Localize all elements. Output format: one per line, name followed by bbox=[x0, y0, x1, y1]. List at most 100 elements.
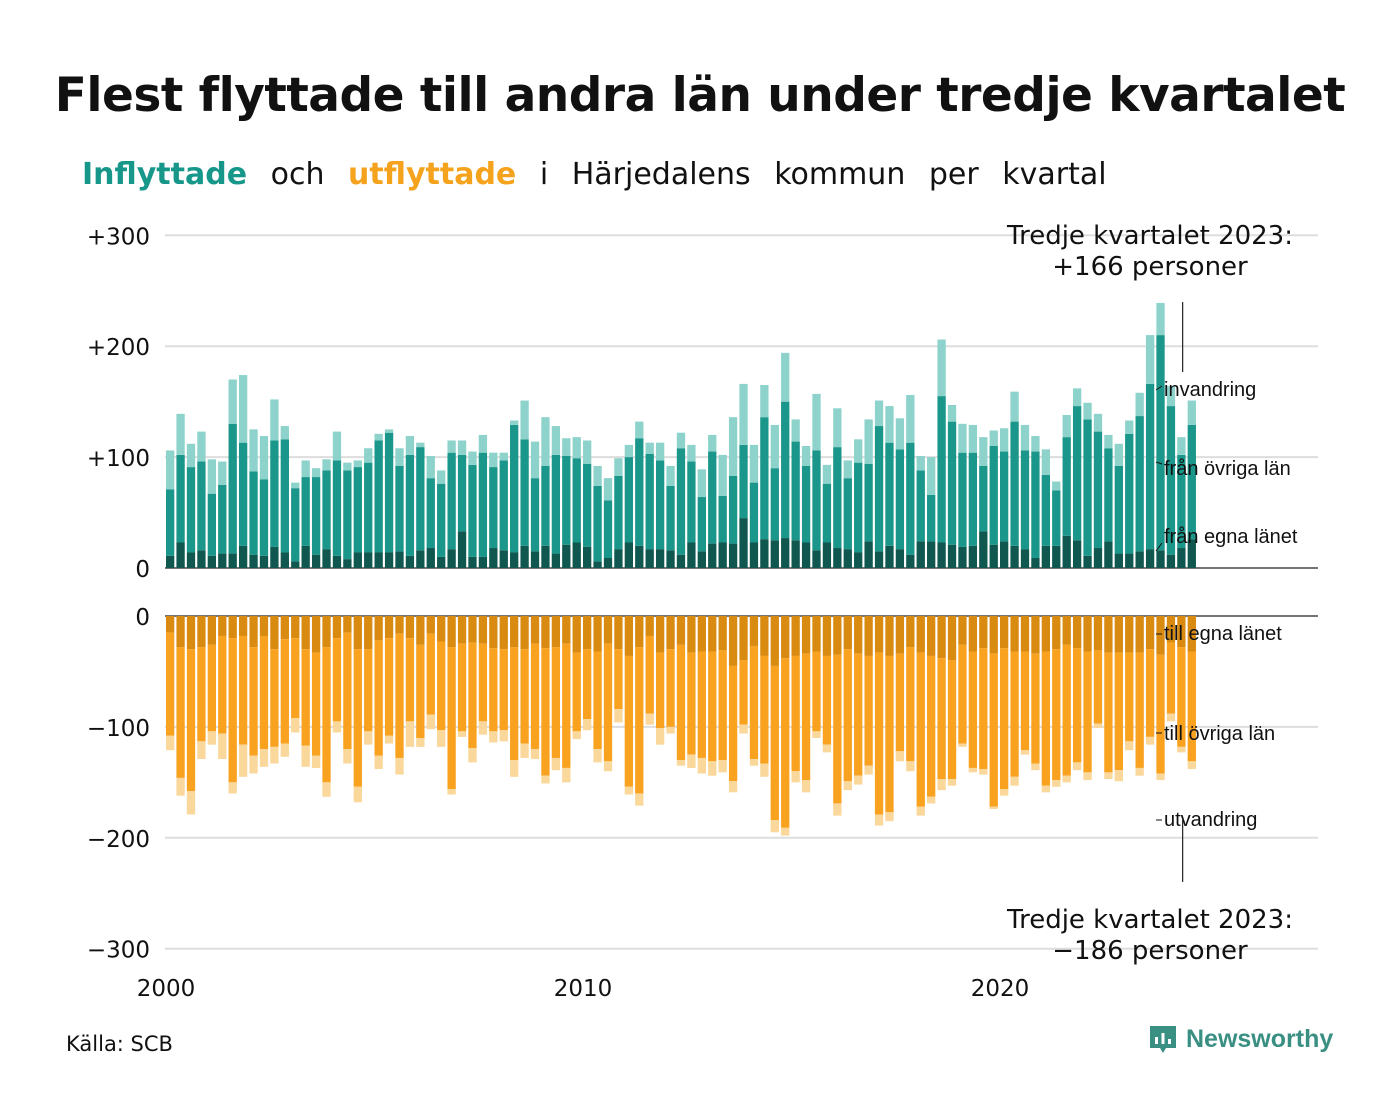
bar-in-segment bbox=[562, 544, 571, 568]
bar-in-segment bbox=[520, 545, 529, 568]
bar-in-segment bbox=[1135, 416, 1144, 552]
bar-in-segment bbox=[551, 454, 561, 554]
bar-in-segment bbox=[437, 483, 446, 557]
bar-in-segment bbox=[906, 394, 915, 443]
bar-out-segment bbox=[843, 649, 852, 782]
bar-in-segment bbox=[801, 542, 811, 568]
bar-in-segment bbox=[426, 478, 435, 549]
bar-out-segment bbox=[270, 649, 279, 747]
bar-in-segment bbox=[979, 531, 988, 568]
bar-out-segment bbox=[447, 647, 456, 790]
bar-out-segment bbox=[520, 616, 529, 650]
bar-out-segment bbox=[1125, 652, 1134, 742]
bar-in-segment bbox=[270, 440, 279, 547]
bar-out-segment bbox=[364, 616, 373, 650]
bar-out-segment bbox=[989, 653, 998, 807]
bar-in-segment bbox=[1125, 433, 1134, 554]
bar-in-segment bbox=[1156, 302, 1165, 336]
bar-out-segment bbox=[311, 755, 321, 768]
bar-out-segment bbox=[687, 652, 696, 755]
bar-in-segment bbox=[551, 426, 561, 455]
bar-out-segment bbox=[1020, 651, 1030, 751]
bar-in-segment bbox=[426, 548, 435, 568]
bar-out-segment bbox=[603, 761, 613, 772]
bar-in-segment bbox=[311, 468, 321, 478]
bar-in-segment bbox=[614, 475, 623, 550]
bar-in-segment bbox=[655, 549, 665, 568]
bar-out-segment bbox=[728, 616, 738, 666]
bar-in-segment bbox=[1083, 555, 1092, 568]
bar-out-segment bbox=[395, 757, 404, 775]
bar-in-segment bbox=[687, 444, 696, 462]
brand-logo-block: Newsworthy bbox=[1148, 1024, 1333, 1054]
bar-in-segment bbox=[676, 554, 686, 568]
bar-in-segment bbox=[718, 495, 727, 543]
bar-out-segment bbox=[760, 763, 769, 777]
bar-out-segment bbox=[739, 724, 748, 734]
bar-in-segment bbox=[1156, 335, 1165, 551]
bar-out-segment bbox=[822, 744, 832, 753]
bar-in-segment bbox=[645, 453, 654, 550]
bar-out-segment bbox=[437, 641, 446, 731]
bar-in-segment bbox=[1145, 335, 1155, 384]
bar-in-segment bbox=[979, 465, 988, 532]
bar-in-segment bbox=[395, 448, 404, 466]
bar-in-segment bbox=[572, 437, 581, 459]
bar-in-segment bbox=[426, 455, 435, 479]
source-label: Källa: SCB bbox=[66, 1032, 173, 1056]
bar-out-segment bbox=[885, 616, 894, 656]
bar-in-segment bbox=[176, 542, 185, 568]
bar-in-segment bbox=[854, 439, 863, 463]
bar-out-segment bbox=[968, 651, 978, 768]
chart-subtitle: Inflyttade och utflyttade i Härjedalens … bbox=[82, 157, 1121, 192]
bar-out-segment bbox=[197, 647, 206, 742]
bar-out-segment bbox=[1031, 653, 1040, 764]
bar-in-segment bbox=[489, 467, 498, 549]
bar-in-segment bbox=[197, 550, 206, 568]
bar-out-segment bbox=[812, 616, 821, 652]
bar-in-segment bbox=[416, 442, 425, 448]
bar-out-segment bbox=[927, 655, 936, 797]
bar-out-segment bbox=[510, 647, 519, 761]
y-tick-label-top: 0 bbox=[135, 557, 150, 583]
bar-out-segment bbox=[968, 616, 978, 652]
bar-out-segment bbox=[770, 820, 779, 833]
bar-out-segment bbox=[916, 806, 925, 816]
bar-out-segment bbox=[249, 616, 258, 648]
bar-in-segment bbox=[822, 483, 832, 543]
bar-out-segment bbox=[197, 616, 206, 648]
bar-out-segment bbox=[562, 643, 571, 768]
bar-out-segment bbox=[457, 643, 467, 732]
bar-out-segment bbox=[1187, 761, 1196, 770]
bar-out-segment bbox=[958, 644, 967, 744]
bar-in-segment bbox=[676, 432, 686, 449]
bar-in-segment bbox=[238, 375, 248, 443]
bar-out-segment bbox=[749, 616, 759, 646]
bar-out-segment bbox=[551, 757, 561, 771]
bar-in-segment bbox=[1166, 554, 1176, 568]
bar-out-segment bbox=[1010, 616, 1019, 652]
bar-in-segment bbox=[311, 477, 321, 555]
bar-out-segment bbox=[530, 643, 540, 750]
bar-out-segment bbox=[374, 616, 383, 641]
bar-in-segment bbox=[489, 452, 498, 468]
bar-out-segment bbox=[1114, 770, 1123, 782]
bar-out-segment bbox=[916, 652, 925, 807]
bar-out-segment bbox=[791, 655, 800, 772]
bar-in-segment bbox=[812, 450, 821, 551]
bar-out-segment bbox=[614, 709, 623, 723]
bar-out-segment bbox=[655, 728, 665, 745]
bar-out-segment bbox=[968, 767, 978, 773]
bar-in-segment bbox=[1156, 550, 1165, 568]
bar-in-segment bbox=[655, 442, 665, 461]
bar-in-segment bbox=[301, 477, 310, 546]
bar-in-segment bbox=[301, 460, 310, 478]
bar-in-segment bbox=[1020, 424, 1030, 451]
bar-out-segment bbox=[697, 757, 706, 774]
bar-out-segment bbox=[916, 616, 925, 653]
bar-in-segment bbox=[728, 543, 738, 568]
bar-in-segment bbox=[280, 426, 289, 440]
bar-in-segment bbox=[624, 542, 633, 568]
bar-in-segment bbox=[833, 447, 842, 549]
bar-in-segment bbox=[718, 454, 727, 496]
